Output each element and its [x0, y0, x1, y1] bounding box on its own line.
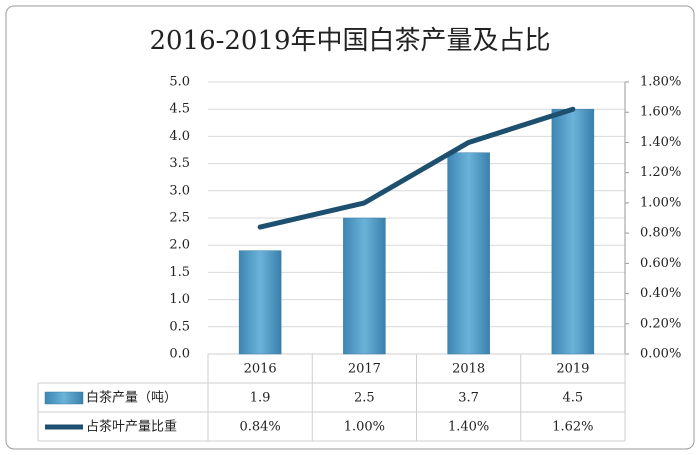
x-tick-label: 2019: [556, 362, 589, 377]
table-value: 3.7: [458, 391, 479, 406]
legend-label: 白茶产量（吨）: [86, 390, 177, 406]
y-tick-label: 2.0: [169, 238, 190, 253]
table-value: 1.9: [250, 391, 271, 406]
x-tick-label: 2016: [244, 362, 277, 377]
y2-tick-label: 0.80%: [640, 226, 681, 241]
y2-tick-label: 0.40%: [640, 286, 681, 301]
table-value: 1.62%: [552, 420, 593, 435]
y2-tick-label: 1.40%: [640, 135, 681, 150]
y-tick-label: 0.0: [169, 347, 190, 362]
y2-tick-label: 0.00%: [640, 347, 681, 362]
y2-tick-label: 1.60%: [640, 105, 681, 120]
y-tick-label: 3.5: [169, 156, 190, 171]
chart-title: 2016-2019年中国白茶产量及占比: [149, 26, 550, 56]
y-tick-label: 0.5: [169, 319, 190, 334]
y2-tick-label: 1.80%: [640, 75, 681, 90]
y-tick-label: 1.0: [169, 292, 190, 307]
y-tick-label: 1.5: [169, 265, 190, 280]
y2-tick-label: 1.00%: [640, 195, 681, 210]
y-tick-label: 4.5: [169, 102, 190, 117]
table-value: 0.84%: [239, 420, 280, 435]
x-tick-label: 2018: [452, 362, 485, 377]
line: [257, 106, 576, 230]
legend-swatch: [44, 391, 84, 405]
y-tick-label: 3.0: [169, 183, 190, 198]
y2-tick-label: 0.60%: [640, 256, 681, 271]
x-tick-label: 2017: [348, 362, 381, 377]
y2-tick-label: 1.20%: [640, 165, 681, 180]
bar: [238, 250, 282, 355]
table-value: 2.5: [354, 391, 375, 406]
y-tick-label: 4.0: [169, 129, 190, 144]
table-value: 1.40%: [448, 420, 489, 435]
bar: [447, 152, 490, 355]
y-tick-label: 5.0: [169, 75, 190, 90]
y-tick-label: 2.5: [169, 211, 190, 226]
legend-label: 占茶叶产量比重: [86, 419, 177, 435]
y2-tick-label: 0.20%: [640, 316, 681, 331]
bar: [343, 217, 386, 355]
bar: [551, 108, 595, 355]
table-value: 4.5: [563, 391, 584, 406]
table-value: 1.00%: [344, 420, 385, 435]
